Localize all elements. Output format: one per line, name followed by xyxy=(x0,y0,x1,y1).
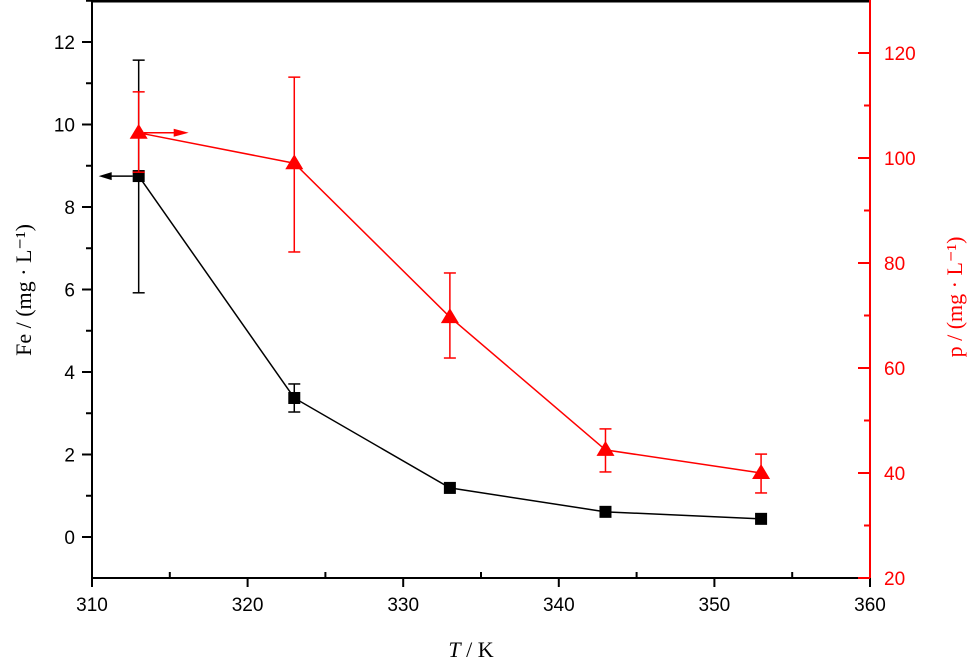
x-axis-title-unit: / K xyxy=(461,637,494,662)
y-right-axis-title: p / (mg · L⁻¹) xyxy=(942,237,967,358)
square-marker xyxy=(755,512,768,525)
y-right-tick-label: 60 xyxy=(884,359,905,380)
x-axis: 310 320 330 340 350 360 xyxy=(76,572,886,616)
y-right-tick-label: 100 xyxy=(884,149,916,170)
x-tick-label: 320 xyxy=(232,595,264,616)
triangle-marker xyxy=(752,464,771,479)
square-marker xyxy=(132,170,145,183)
y-left-axis: 0 2 4 6 8 10 12 xyxy=(54,0,92,549)
y-right-tick-label: 40 xyxy=(884,464,905,485)
left-arrow-icon xyxy=(98,172,112,181)
y-left-tick-label: 0 xyxy=(64,528,75,549)
axis-indicator-arrows xyxy=(98,128,189,181)
y-right-tick-label: 80 xyxy=(884,254,905,275)
y-left-tick-label: 6 xyxy=(64,281,75,302)
series-p xyxy=(129,76,771,494)
x-tick-label: 340 xyxy=(543,595,575,616)
y-left-tick-label: 4 xyxy=(64,363,75,384)
x-tick-label: 330 xyxy=(387,595,419,616)
x-tick-label: 310 xyxy=(76,595,108,616)
y-left-axis-title: Fe / (mg · L⁻¹) xyxy=(11,224,36,356)
triangle-marker xyxy=(285,154,304,170)
square-marker xyxy=(443,481,456,494)
series-fe xyxy=(132,59,768,525)
triangle-marker xyxy=(440,308,459,324)
right-arrow-icon xyxy=(173,128,189,137)
triangle-marker xyxy=(129,123,148,139)
y-left-tick-label: 10 xyxy=(54,116,75,137)
square-marker xyxy=(288,391,301,404)
y-left-tick-label: 8 xyxy=(64,198,75,219)
square-marker xyxy=(599,505,612,518)
y-right-tick-label: 120 xyxy=(884,44,916,65)
y-left-tick-label: 12 xyxy=(54,33,75,54)
x-axis-title-variable: T xyxy=(448,637,462,662)
y-left-tick-label: 2 xyxy=(64,446,75,467)
x-tick-label: 360 xyxy=(854,595,886,616)
x-tick-label: 350 xyxy=(699,595,731,616)
x-axis-title: T / K xyxy=(448,637,493,662)
y-right-axis: 20 40 60 80 100 120 xyxy=(858,44,916,590)
triangle-marker xyxy=(596,440,615,456)
y-right-tick-label: 20 xyxy=(884,569,905,590)
plot-frame xyxy=(91,0,871,579)
